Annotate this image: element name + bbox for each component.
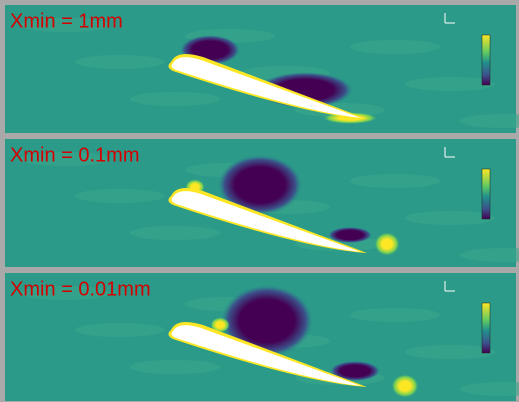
panel: Xmin = 0.1mm [5,139,519,267]
wake-blob [374,232,400,256]
field-band [460,114,519,128]
colorbar [481,302,491,354]
panel-label: Xmin = 0.1mm [10,144,139,166]
field-band [460,248,519,262]
field-band [20,286,110,300]
field-band [460,382,519,396]
colorbar [481,34,491,86]
airfoil [171,191,361,252]
panel-label: Xmin = 0.01mm [10,278,151,300]
field-band [75,189,165,203]
vortex [221,285,313,357]
vortex [330,361,380,381]
field-band [350,174,440,188]
colorbar [481,168,491,220]
field-band [350,308,440,322]
wake-blob [391,374,419,398]
field-band [350,40,440,54]
airfoil [171,57,361,118]
field-band [20,152,110,166]
field-band [130,92,220,106]
field-band [405,211,495,225]
field-band [20,18,110,32]
field-band [130,360,220,374]
field-band [75,323,165,337]
wake-blob [210,317,230,333]
vortex [328,227,372,243]
field-band [130,226,220,240]
panel-label: Xmin = 1mm [10,10,123,32]
airfoil [171,325,361,386]
field-band [75,55,165,69]
vortex [218,155,302,215]
field-band [405,345,495,359]
panel: Xmin = 1mm [5,5,519,133]
field-band [405,77,495,91]
panel: Xmin = 0.01mm [5,273,519,401]
